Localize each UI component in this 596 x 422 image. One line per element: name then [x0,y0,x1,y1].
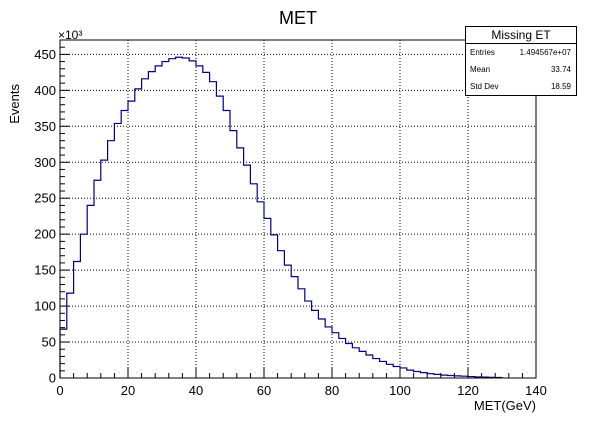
y-tick-label: 200 [34,227,56,242]
plot-frame [59,39,537,379]
x-tick-label: 120 [457,383,479,398]
y-tick-label: 150 [34,263,56,278]
x-axis-label: MET(GeV) [474,398,536,413]
y-tick-label: 0 [49,371,56,386]
y-tick-label: 300 [34,155,56,170]
chart-title: MET [279,8,317,28]
stats-label: Entries [470,48,495,57]
y-exponent-label: ×10³ [58,28,82,42]
x-tick-label: 0 [56,383,63,398]
x-tick-label: 60 [257,383,271,398]
stats-value: 18.59 [550,82,571,91]
x-tick-label: 80 [325,383,339,398]
stats-value: 1.494567e+07 [519,48,571,57]
stats-label: Std Dev [470,82,499,91]
stats-value: 33.74 [550,65,571,74]
stats-label: Mean [470,65,491,74]
y-tick-label: 250 [34,191,56,206]
stats-row-stddev: Std Dev 18.59 [466,78,576,95]
y-tick-label: 100 [34,299,56,314]
y-tick-label: 450 [34,47,56,62]
y-tick-label: 400 [34,83,56,98]
x-tick-label: 140 [525,383,547,398]
y-axis-label: Events [7,84,22,124]
stats-title: Missing ET [466,27,576,44]
stats-row-mean: Mean 33.74 [466,61,576,78]
x-tick-label: 100 [389,383,411,398]
y-tick-label: 50 [42,335,56,350]
histogram-series [59,56,503,379]
x-tick-label: 40 [189,383,203,398]
stats-row-entries: Entries 1.494567e+07 [466,44,576,61]
stats-box: Missing ET Entries 1.494567e+07 Mean 33.… [465,26,577,96]
x-tick-label: 20 [121,383,135,398]
y-tick-label: 350 [34,119,56,134]
